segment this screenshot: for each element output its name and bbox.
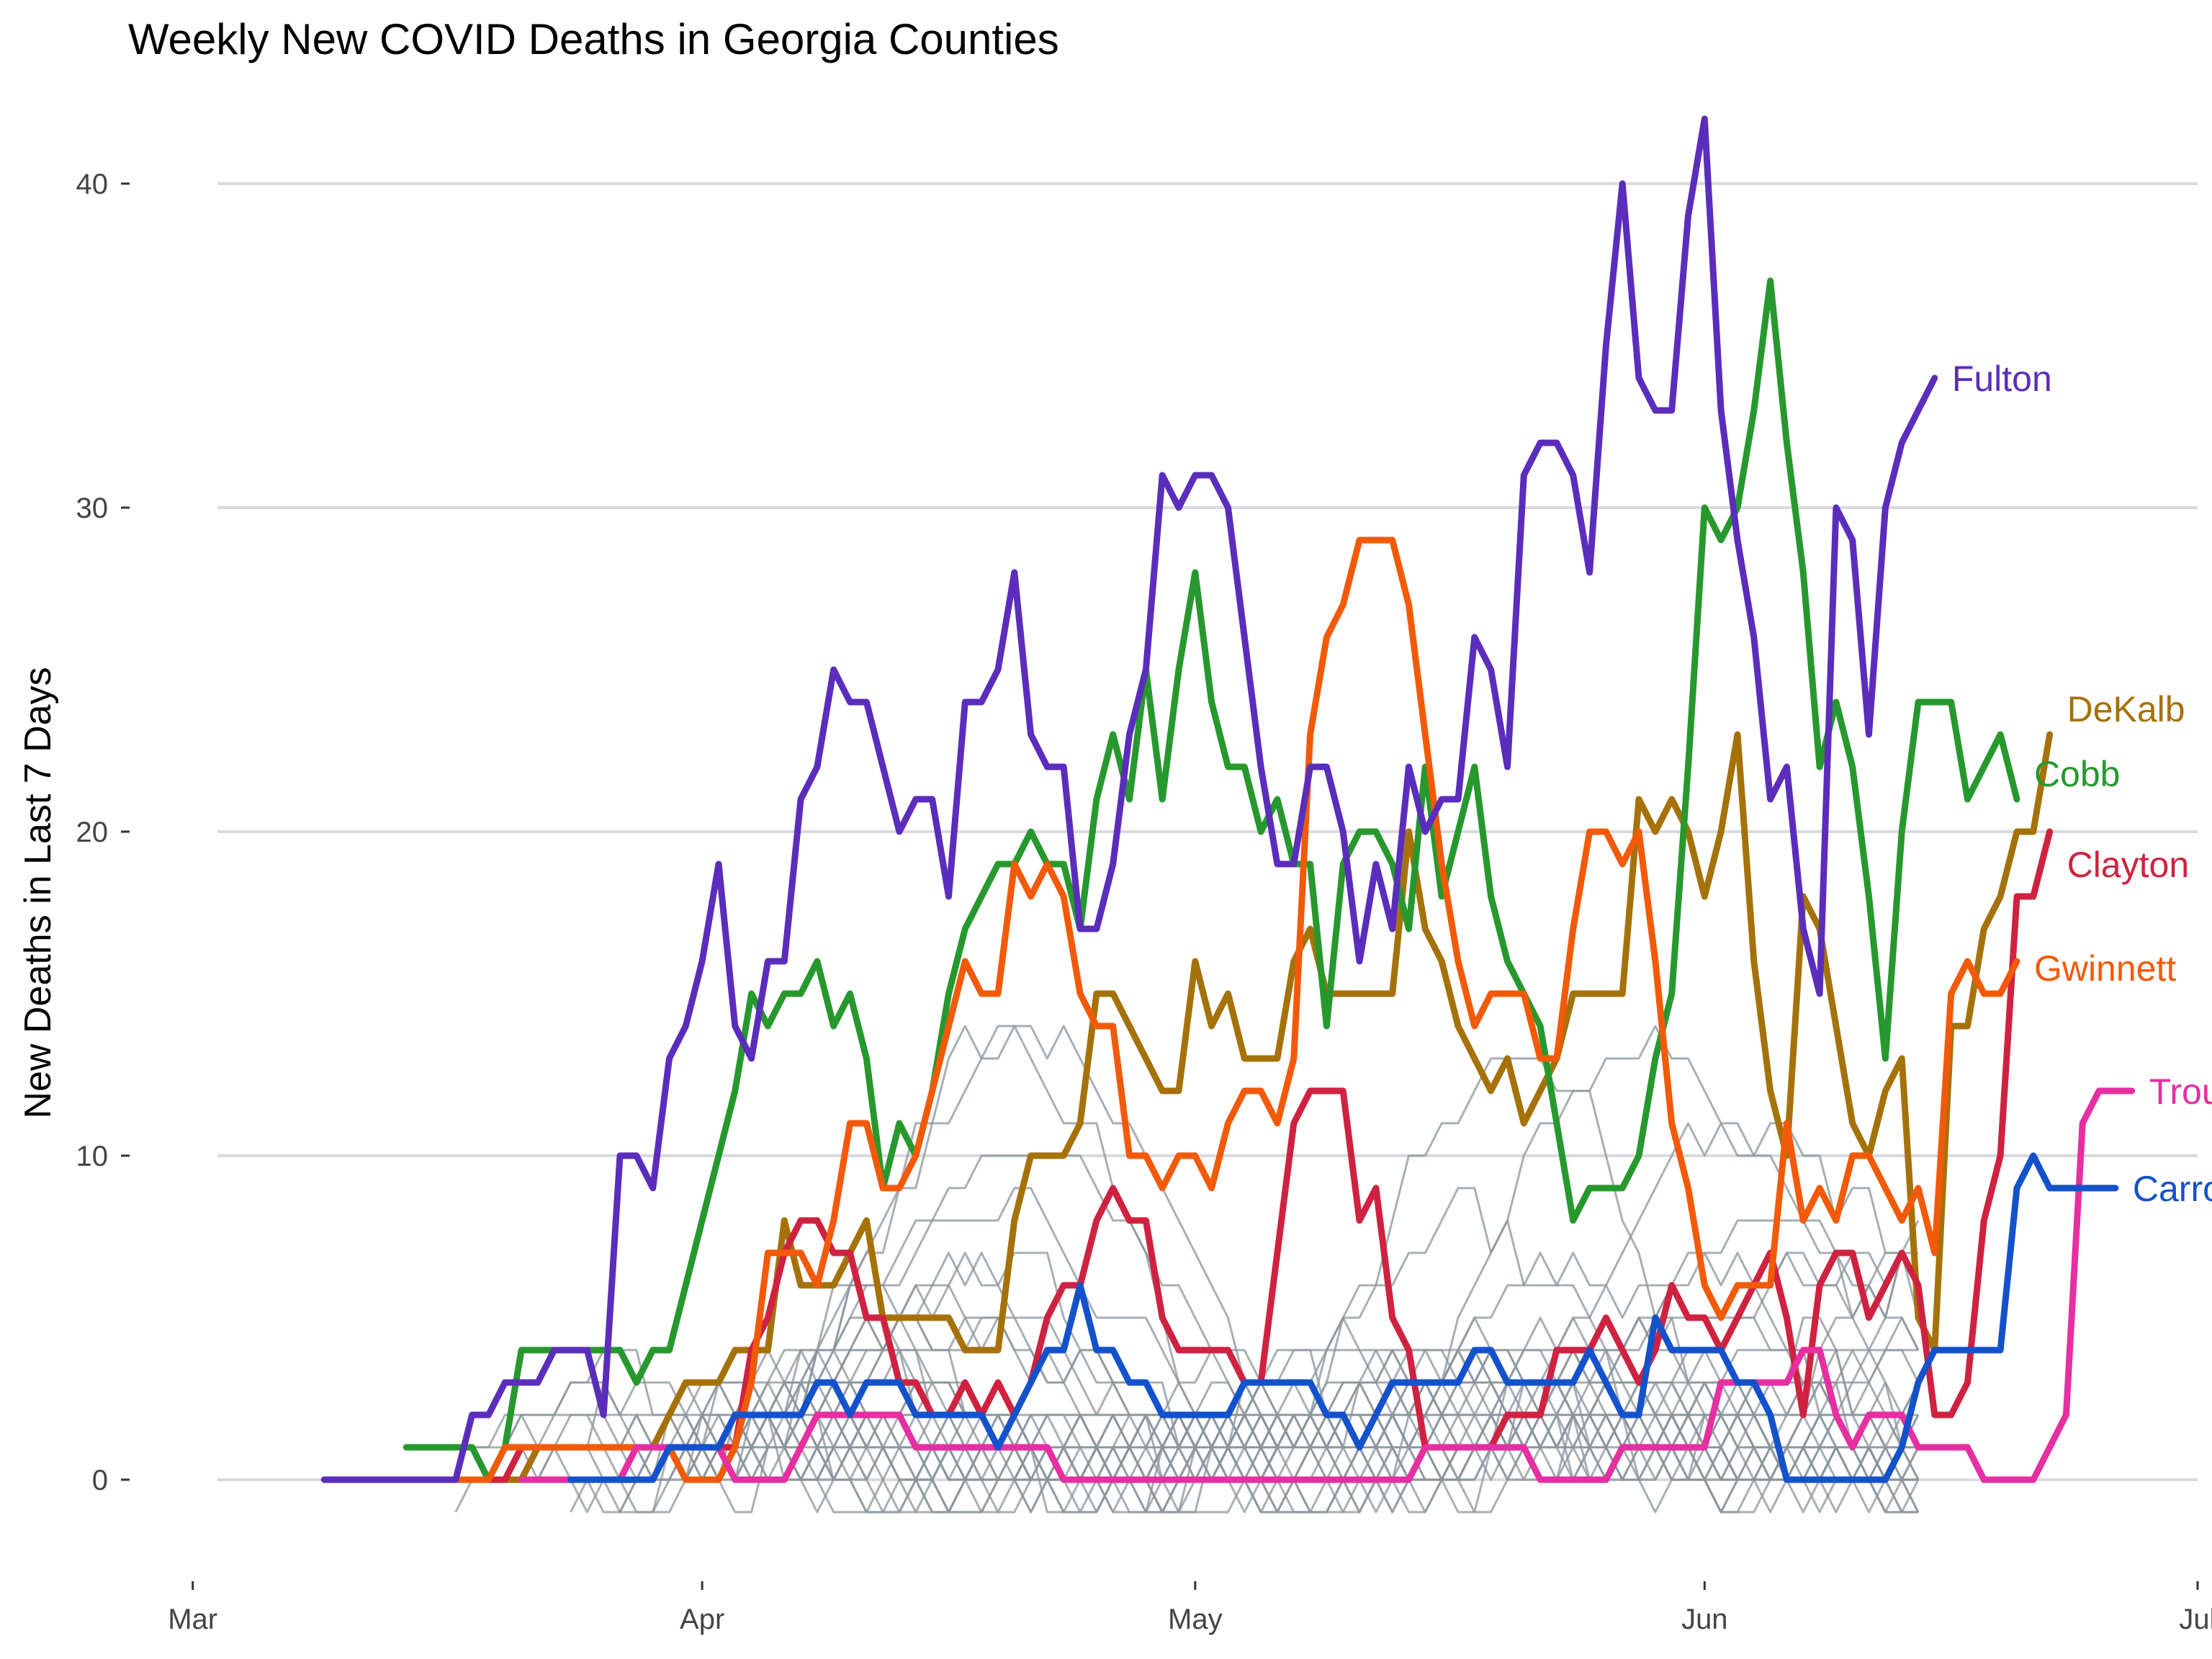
x-tick-label: Jul xyxy=(2179,1604,2212,1635)
series-label-carroll: Carroll xyxy=(2133,1169,2212,1209)
series-line-carroll xyxy=(567,1152,2119,1483)
series-label-cobb: Cobb xyxy=(2034,754,2121,794)
series-labels: DeKalb Cobb Clayton Gwinnett Troup Carroll Ful… xyxy=(1952,359,2212,1209)
x-tick-label: Mar xyxy=(168,1604,217,1635)
chart-title: Weekly New COVID Deaths in Georgia Count… xyxy=(128,15,1059,63)
x-tick-label: Jun xyxy=(1681,1604,1728,1635)
x-tick-label: May xyxy=(1168,1604,1223,1635)
series-line-dekalb xyxy=(403,731,2054,1483)
y-axis-label: New Deaths in Last 7 Days xyxy=(17,667,59,1118)
y-tick-label: 30 xyxy=(76,493,109,524)
other-county-line xyxy=(455,1349,1918,1514)
series-label-clayton: Clayton xyxy=(2067,845,2190,885)
series-label-troup: Troup xyxy=(2149,1071,2212,1112)
series-line-gwinnett xyxy=(403,536,2020,1483)
series-label-dekalb: DeKalb xyxy=(2067,689,2185,729)
series-line-fulton xyxy=(320,115,1938,1483)
series-line-troup xyxy=(518,1087,2136,1483)
other-county-line xyxy=(801,1413,1920,1514)
series-label-gwinnett: Gwinnett xyxy=(2034,948,2176,989)
other-county-line xyxy=(635,1381,1918,1481)
y-tick-label: 10 xyxy=(76,1141,109,1172)
axis-ticks: 0 10 20 30 40 Mar Apr May Jun Jul xyxy=(76,168,2212,1635)
series-line-cobb xyxy=(403,277,2020,1483)
y-tick-label: 20 xyxy=(76,817,109,848)
highlighted-county-lines xyxy=(320,115,2136,1483)
series-label-fulton: Fulton xyxy=(1952,359,2052,399)
other-county-line xyxy=(603,1413,1920,1514)
other-county-line xyxy=(767,1187,1918,1481)
y-tick-label: 0 xyxy=(92,1465,108,1496)
x-tick-label: Apr xyxy=(680,1604,724,1635)
y-tick-label: 40 xyxy=(76,168,109,200)
